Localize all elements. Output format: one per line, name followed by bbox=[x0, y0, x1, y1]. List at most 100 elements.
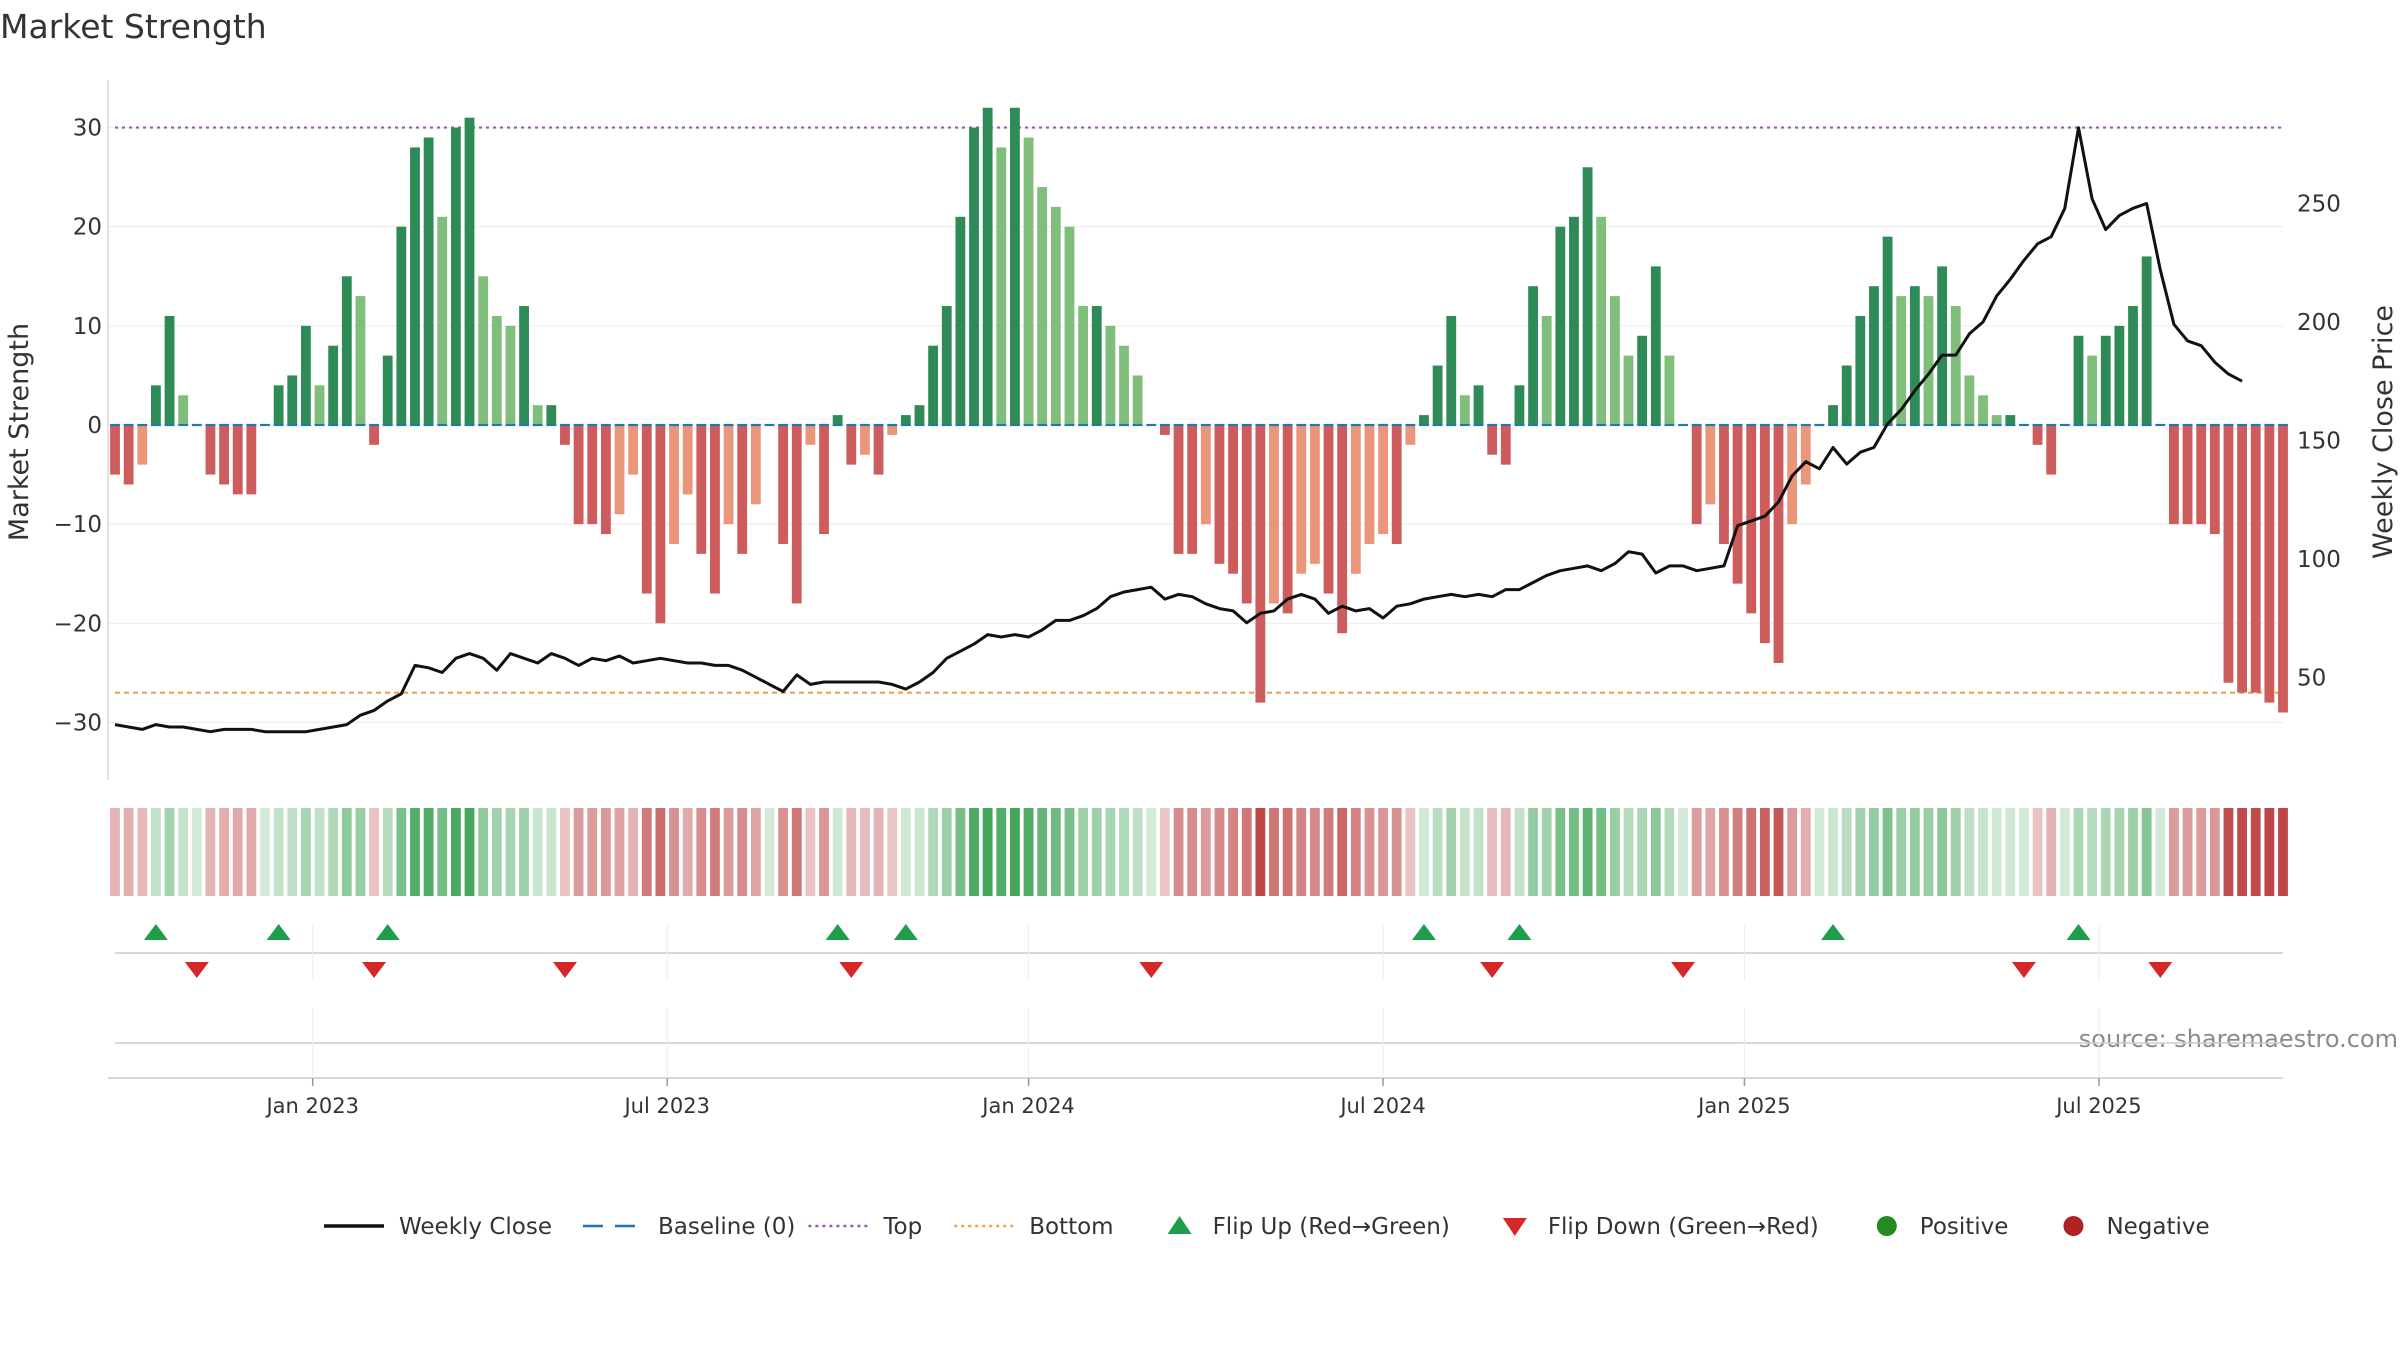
y-axis-left-label: Market Strength bbox=[4, 323, 35, 541]
strength-cell bbox=[1814, 808, 1825, 896]
strength-bar bbox=[219, 425, 229, 485]
strength-cell bbox=[137, 808, 148, 896]
strength-bar bbox=[1909, 286, 1920, 425]
strength-bar bbox=[1923, 296, 1934, 425]
strength-bar bbox=[369, 425, 379, 445]
strength-cell bbox=[110, 808, 120, 896]
strength-cell bbox=[2019, 808, 2029, 896]
strength-cell bbox=[1132, 808, 1143, 896]
strength-bar bbox=[1882, 236, 1893, 425]
strength-bar bbox=[287, 375, 298, 425]
strength-bar bbox=[1214, 425, 1225, 564]
strength-cell bbox=[232, 808, 243, 896]
strength-cell bbox=[396, 808, 407, 896]
strength-cell bbox=[805, 808, 816, 896]
strength-bar bbox=[2087, 355, 2098, 425]
strength-cell bbox=[164, 808, 175, 896]
strength-cell bbox=[1187, 808, 1198, 896]
strength-bar bbox=[1078, 306, 1089, 425]
strength-cell bbox=[1800, 808, 1811, 896]
strength-bar bbox=[491, 315, 502, 425]
strength-bar bbox=[1978, 395, 1988, 425]
strength-bar bbox=[791, 425, 802, 604]
strength-bar bbox=[1282, 425, 1293, 614]
source-credit: source: sharemaestro.com bbox=[2079, 1025, 2398, 1053]
strength-bar bbox=[1487, 425, 1498, 455]
strength-bar bbox=[1200, 425, 1211, 525]
strength-cell bbox=[1609, 808, 1620, 896]
strength-bar bbox=[614, 425, 625, 515]
y-tick-right: 150 bbox=[2297, 428, 2341, 454]
strength-cell bbox=[1023, 808, 1034, 896]
strength-bar bbox=[682, 425, 693, 495]
strength-cell bbox=[1828, 808, 1838, 896]
strength-cell bbox=[750, 808, 761, 896]
strength-bar bbox=[178, 395, 189, 425]
strength-cell bbox=[1664, 808, 1675, 896]
strength-bar bbox=[1773, 425, 1784, 663]
strength-cell bbox=[1882, 808, 1893, 896]
strength-cell bbox=[2100, 808, 2111, 896]
strength-bar bbox=[560, 425, 570, 445]
strength-cell bbox=[1050, 808, 1061, 896]
strength-bar bbox=[2278, 425, 2288, 713]
strength-bar bbox=[1364, 425, 1375, 544]
strength-cell bbox=[1746, 808, 1757, 896]
strength-cell bbox=[955, 808, 966, 896]
strength-cell bbox=[1500, 808, 1511, 896]
strength-bar bbox=[2223, 425, 2234, 683]
strength-cell bbox=[314, 808, 325, 896]
strength-cell bbox=[2278, 808, 2288, 896]
strength-cell bbox=[996, 808, 1007, 896]
strength-bar bbox=[1528, 286, 1538, 425]
strength-bar bbox=[1105, 325, 1116, 425]
strength-bar bbox=[2128, 306, 2138, 425]
strength-bar bbox=[1759, 425, 1770, 644]
strength-bar bbox=[1269, 425, 1279, 604]
date-tick-label: Jul 2024 bbox=[1338, 1094, 1425, 1118]
strength-bar bbox=[1419, 415, 1429, 425]
strength-bar bbox=[1459, 395, 1470, 425]
strength-bar bbox=[2169, 425, 2179, 525]
strength-bar bbox=[832, 415, 843, 425]
strength-cell bbox=[1282, 808, 1293, 896]
strength-cell bbox=[1773, 808, 1784, 896]
strength-cell bbox=[1309, 808, 1320, 896]
y-tick-left: 20 bbox=[73, 215, 102, 241]
strength-cell bbox=[1719, 808, 1729, 896]
strength-bar bbox=[1950, 306, 1961, 425]
strength-cell bbox=[1323, 808, 1334, 896]
strength-cell bbox=[437, 808, 448, 896]
strength-cell bbox=[682, 808, 693, 896]
strength-bar bbox=[900, 415, 911, 425]
strength-bar bbox=[1705, 425, 1716, 505]
legend-label: Positive bbox=[1920, 1214, 2009, 1240]
strength-bar bbox=[1446, 315, 1457, 425]
strength-cell bbox=[1473, 808, 1484, 896]
strength-cell bbox=[628, 808, 639, 896]
strength-cell bbox=[1364, 808, 1375, 896]
strength-bar bbox=[1869, 286, 1879, 425]
strength-cell bbox=[2264, 808, 2275, 896]
strength-bar bbox=[805, 425, 816, 445]
strength-cell bbox=[1896, 808, 1907, 896]
date-tick-label: Jul 2025 bbox=[2054, 1094, 2141, 1118]
strength-cell bbox=[369, 808, 379, 896]
y-axis-right-label: Weekly Close Price bbox=[2368, 305, 2399, 559]
y-tick-left: −10 bbox=[53, 512, 102, 538]
strength-cell bbox=[1528, 808, 1538, 896]
strength-cell bbox=[246, 808, 257, 896]
strength-bar bbox=[150, 385, 161, 425]
strength-cell bbox=[2209, 808, 2220, 896]
strength-bar bbox=[505, 325, 516, 425]
strength-bar bbox=[2046, 425, 2057, 475]
strength-bar bbox=[1937, 266, 1948, 425]
strength-cell bbox=[1078, 808, 1089, 896]
strength-bar bbox=[1746, 425, 1757, 614]
y-tick-left: 0 bbox=[87, 413, 102, 439]
strength-bar bbox=[2073, 335, 2084, 425]
strength-bar bbox=[2237, 425, 2248, 693]
strength-cell bbox=[573, 808, 584, 896]
strength-cell bbox=[1909, 808, 1920, 896]
level-lines bbox=[115, 126, 2283, 694]
